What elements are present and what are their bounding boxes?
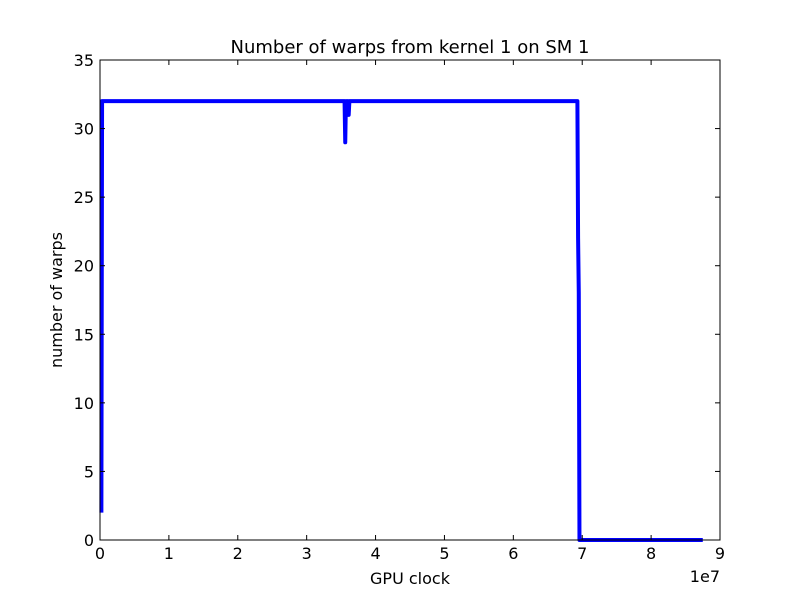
x-tick-label: 4 xyxy=(370,544,380,563)
ticks-layer: 0 1 2 3 4 5 6 7 8 9 0 5 10 15 20 25 30 35 xyxy=(74,51,725,563)
x-tick-label: 8 xyxy=(646,544,656,563)
series-line xyxy=(99,99,703,542)
y-tick-label: 10 xyxy=(74,394,94,413)
x-tick-label: 6 xyxy=(508,544,518,563)
y-tick-label: 25 xyxy=(74,188,94,207)
plot-area-background xyxy=(100,60,720,540)
y-tick-label: 5 xyxy=(84,462,94,481)
x-tick-label: 5 xyxy=(439,544,449,563)
x-axis-multiplier: 1e7 xyxy=(690,567,720,586)
x-tick-label: 1 xyxy=(164,544,174,563)
y-tick-label: 35 xyxy=(74,51,94,70)
x-tick-label: 2 xyxy=(233,544,243,563)
x-tick-label: 7 xyxy=(577,544,587,563)
y-tick-label: 30 xyxy=(74,120,94,139)
chart-title: Number of warps from kernel 1 on SM 1 xyxy=(231,37,590,58)
y-tick-label: 0 xyxy=(84,531,94,550)
y-tick-label: 15 xyxy=(74,325,94,344)
y-tick-label: 20 xyxy=(74,257,94,276)
y-axis-label: number of warps xyxy=(47,232,66,368)
x-tick-label: 3 xyxy=(302,544,312,563)
plot-area-frame xyxy=(99,59,721,541)
series-layer xyxy=(99,99,703,542)
x-tick-label: 0 xyxy=(95,544,105,563)
x-axis-label: GPU clock xyxy=(370,569,451,588)
x-tick-label: 9 xyxy=(715,544,725,563)
